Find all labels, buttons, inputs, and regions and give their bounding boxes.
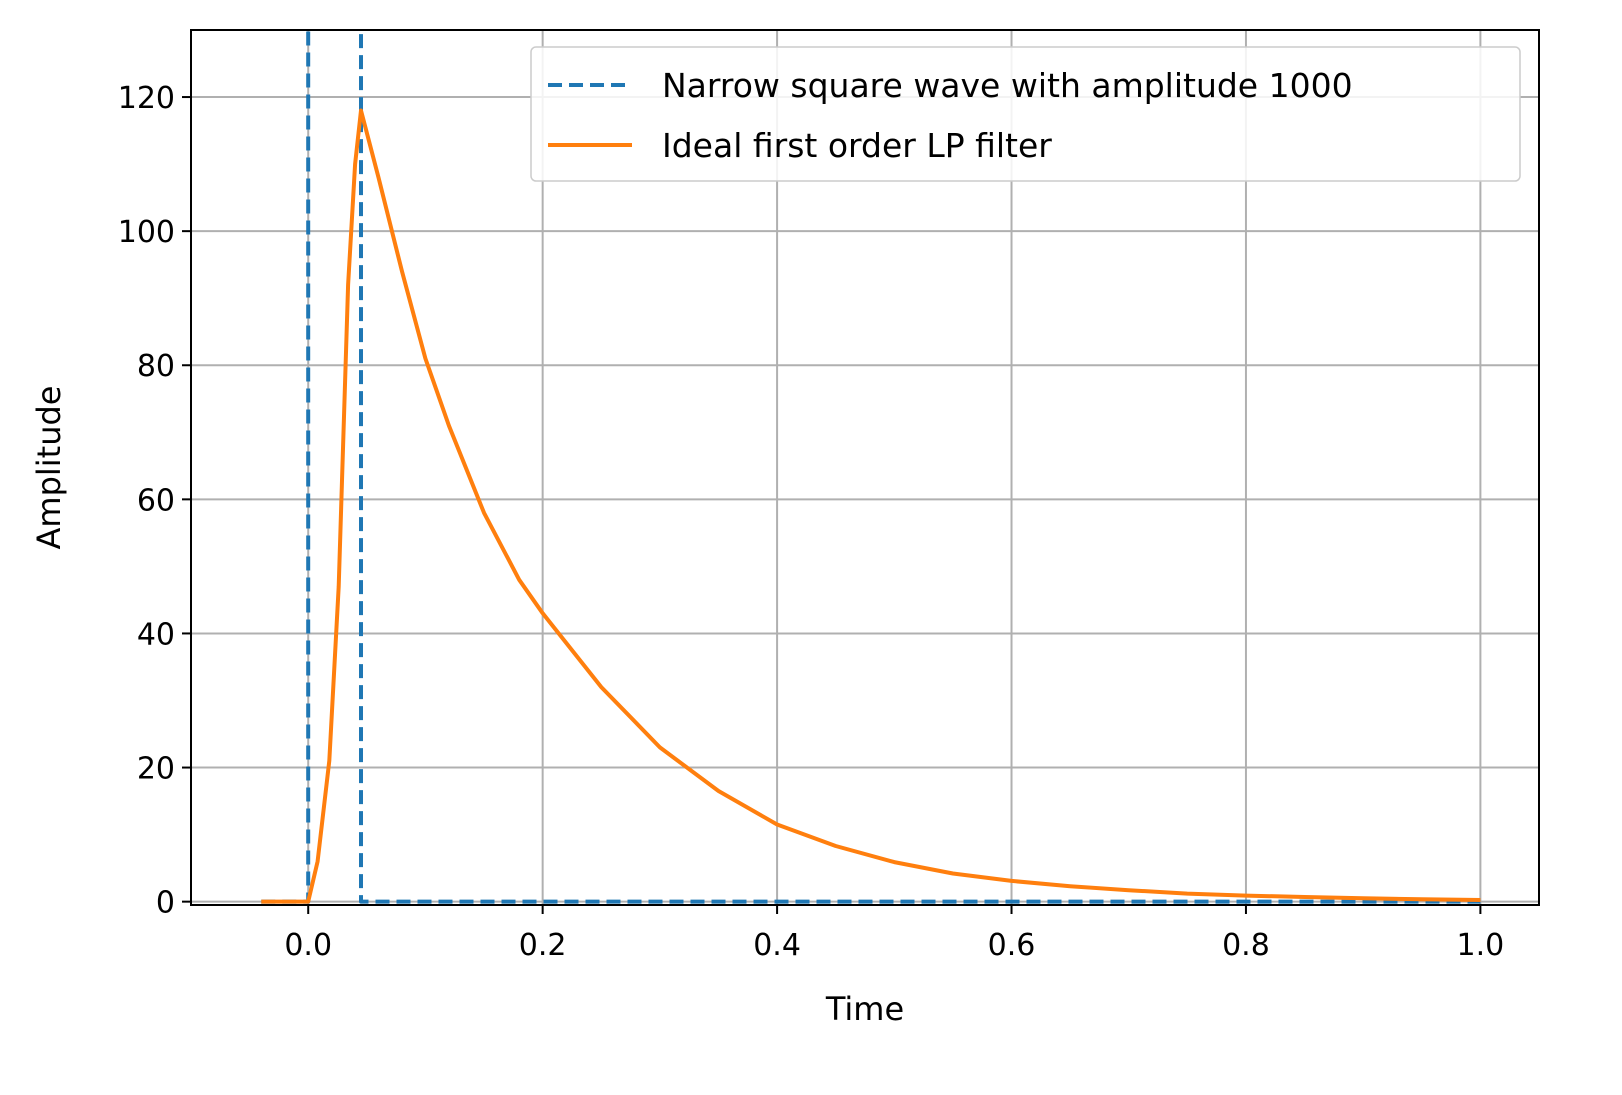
y-tick-label-3: 60 (137, 483, 175, 518)
legend: Narrow square wave with amplitude 1000 I… (530, 46, 1521, 182)
plot-area (261, 30, 1481, 904)
series-square-wave (261, 30, 1481, 904)
x-tick-label-0: 0.0 (284, 928, 332, 963)
x-axis-title: Time (825, 990, 904, 1028)
x-tick-label-5: 1.0 (1457, 928, 1505, 963)
y-tick-label-4: 80 (137, 349, 175, 384)
x-tick-label-3: 0.6 (988, 928, 1036, 963)
legend-box (530, 46, 1521, 182)
y-tick-label-5: 100 (118, 215, 175, 250)
series-lp-filter (261, 108, 1481, 904)
x-tick-label-4: 0.8 (1222, 928, 1270, 963)
y-tick-label-6: 120 (118, 81, 175, 116)
legend-label-square-wave: Narrow square wave with amplitude 1000 (662, 66, 1353, 105)
axis-ticks: 0.0 0.2 0.4 0.6 0.8 1.0 0 20 40 60 80 100 120 (118, 81, 1505, 963)
plot-frame (190, 29, 1540, 906)
y-axis-title: Amplitude (30, 386, 68, 550)
y-tick-label-2: 40 (137, 617, 175, 652)
x-tick-label-2: 0.4 (753, 928, 801, 963)
x-tick-label-1: 0.2 (519, 928, 567, 963)
y-tick-label-1: 20 (137, 752, 175, 787)
legend-label-lp-filter: Ideal first order LP filter (662, 126, 1052, 165)
y-tick-label-0: 0 (156, 886, 175, 921)
